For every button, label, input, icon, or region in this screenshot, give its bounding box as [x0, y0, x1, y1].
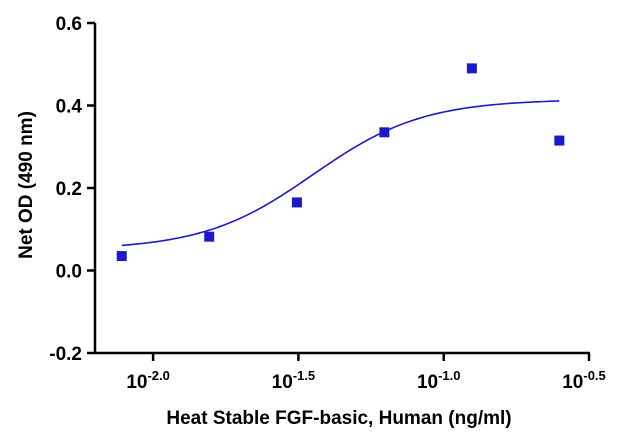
ticks: -0.2 0.0 0.2 0.4 0.6 10-2.0 10-1.5 10-1.0 10-0.5	[49, 14, 606, 393]
y-tick-label: 0.2	[56, 179, 82, 200]
x-tick-label: 10-2.0	[126, 368, 170, 393]
data-point	[379, 127, 390, 138]
y-tick-label: 0.6	[56, 14, 82, 35]
data-point	[554, 135, 565, 146]
y-tick-label: 0.4	[56, 97, 83, 118]
y-tick-label: -0.2	[49, 344, 82, 365]
fit-curve-layer	[121, 100, 560, 247]
data-point	[204, 231, 215, 242]
fit-curve-line	[121, 100, 560, 247]
data-point	[466, 63, 477, 74]
axes	[93, 23, 590, 355]
y-tick-label: 0.0	[56, 262, 82, 283]
y-axis-title: Net OD (490 nm)	[16, 111, 37, 259]
data-point	[291, 197, 302, 208]
x-tick-label: 10-1.5	[272, 368, 316, 393]
x-axis-title: Heat Stable FGF-basic, Human (ng/ml)	[166, 408, 511, 429]
data-points-layer	[116, 63, 565, 262]
x-tick-label: 10-0.5	[562, 368, 606, 393]
x-tick-label: 10-1.0	[417, 368, 461, 393]
data-point	[116, 251, 127, 262]
